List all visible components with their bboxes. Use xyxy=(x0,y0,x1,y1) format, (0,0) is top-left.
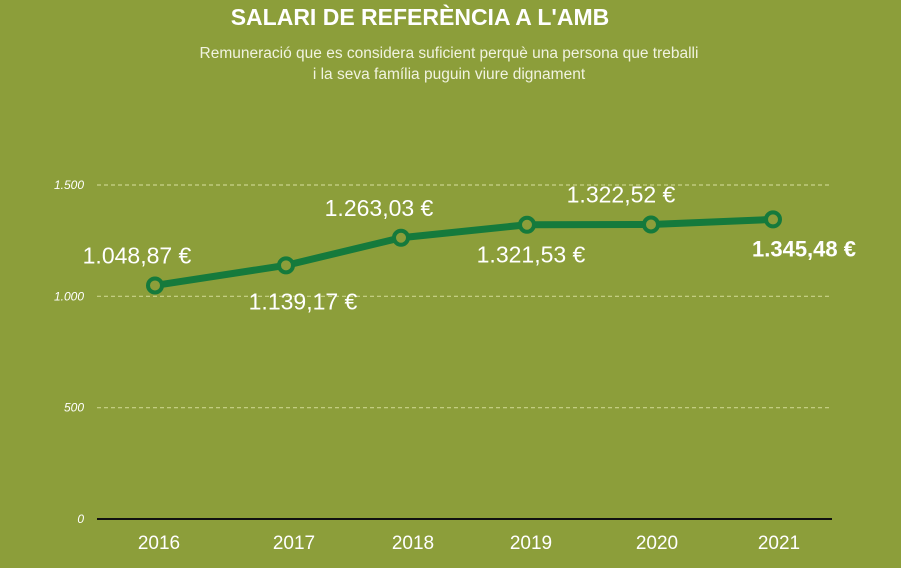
x-tick-label: 2019 xyxy=(510,533,552,554)
data-point-marker xyxy=(642,215,660,234)
subtitle-line-1: Remuneració que es considera suficient p… xyxy=(199,45,699,62)
data-label: 1.345,48 € xyxy=(752,236,856,261)
series-line xyxy=(151,215,777,289)
subtitle-line-2: i la seva família puguin viure dignament xyxy=(312,66,586,83)
x-axis-ticks: 2016 2017 2018 2019 2020 2021 xyxy=(138,533,800,554)
data-label: 1.048,87 € xyxy=(83,242,192,268)
data-label: 1.263,03 € xyxy=(325,195,434,221)
chart-subtitle: Remuneració que es considera suficient p… xyxy=(0,43,898,85)
x-tick-label: 2016 xyxy=(138,533,180,554)
y-tick-label: 0 xyxy=(77,512,84,526)
x-tick-label: 2018 xyxy=(392,533,434,554)
x-tick-label: 2020 xyxy=(636,533,678,554)
chart-title: SALARI DE REFERÈNCIA A L'AMB xyxy=(230,4,610,30)
series-layer xyxy=(146,210,782,295)
data-point-marker xyxy=(392,228,410,247)
data-label: 1.321,53 € xyxy=(477,242,586,268)
y-tick-label: 1.000 xyxy=(54,289,84,303)
data-point-marker xyxy=(518,215,536,234)
gridlines xyxy=(97,184,832,409)
data-point-marker xyxy=(764,210,782,229)
x-tick-label: 2017 xyxy=(273,533,315,554)
data-label: 1.322,52 € xyxy=(567,182,676,208)
data-point-marker xyxy=(277,256,295,275)
y-axis-ticks: 0 500 1.000 1.500 xyxy=(54,178,84,526)
y-tick-label: 1.500 xyxy=(54,178,84,192)
x-tick-label: 2021 xyxy=(758,533,800,554)
y-tick-label: 500 xyxy=(64,401,84,415)
data-point-marker xyxy=(146,276,164,295)
data-labels: 1.048,87 € 1.139,17 € 1.263,03 € 1.321,53 €… xyxy=(83,182,856,315)
data-label: 1.139,17 € xyxy=(249,288,358,314)
